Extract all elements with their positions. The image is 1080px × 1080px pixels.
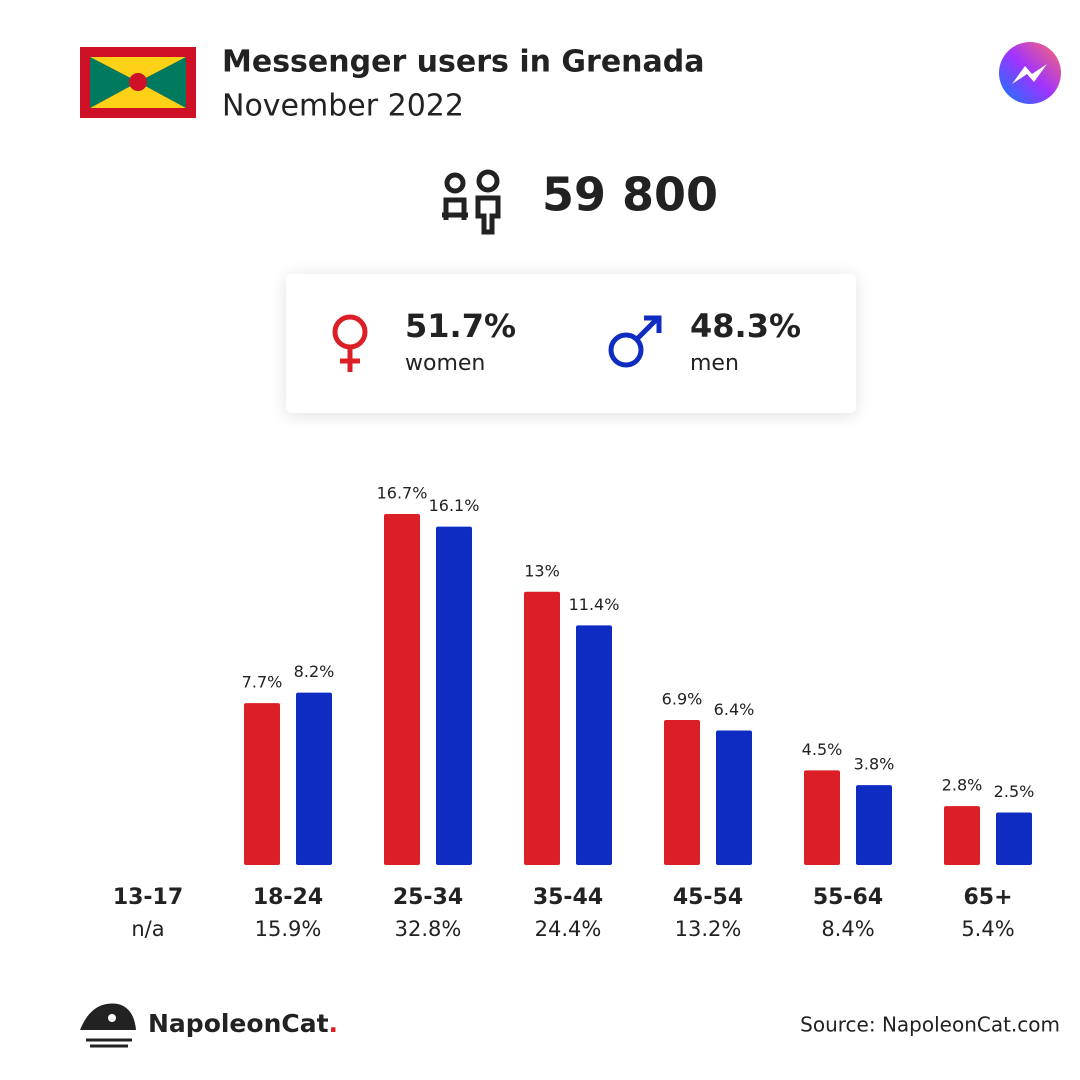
bar <box>296 692 332 865</box>
value-label: 16.1% <box>429 496 480 515</box>
value-label: 4.5% <box>802 740 843 759</box>
women-label: women <box>405 351 485 376</box>
bar-chart: 13-17 n/a 18-24 15.9% 7.7% 8.2% 25-34 32.8% 16.7… <box>113 484 1035 942</box>
bar <box>664 719 700 865</box>
bar <box>944 806 980 865</box>
category-label: 35-44 <box>533 885 603 910</box>
value-label: 6.4% <box>714 700 755 719</box>
value-label: 7.7% <box>242 673 283 692</box>
brand-logo <box>80 1003 136 1048</box>
value-label: 2.8% <box>942 776 983 795</box>
value-label: 16.7% <box>377 484 428 503</box>
women-share: 51.7% <box>405 307 516 345</box>
category-total: 32.8% <box>395 917 462 941</box>
bar <box>524 591 560 865</box>
users-icon <box>442 169 501 235</box>
source: Source: NapoleonCat.com <box>800 1013 1060 1037</box>
category-total: n/a <box>131 917 164 941</box>
category-total: 5.4% <box>961 917 1014 941</box>
value-label: 3.8% <box>854 755 895 774</box>
value-label: 8.2% <box>294 662 335 681</box>
value-label: 6.9% <box>662 689 703 708</box>
category-total: 8.4% <box>821 917 874 941</box>
men-share: 48.3% <box>690 307 801 345</box>
category-label: 13-17 <box>113 885 183 910</box>
flag <box>80 47 196 118</box>
brand-name: NapoleonCat <box>148 1009 329 1038</box>
bar <box>384 514 420 865</box>
messenger-logo <box>999 42 1061 104</box>
men-label: men <box>690 351 739 376</box>
bar <box>996 812 1032 865</box>
value-label: 13% <box>524 561 560 580</box>
bar <box>804 770 840 865</box>
category-total: 15.9% <box>255 917 322 941</box>
brand: NapoleonCat. <box>148 1009 338 1038</box>
category-total: 24.4% <box>535 917 602 941</box>
category-label: 18-24 <box>253 885 323 910</box>
bar <box>244 703 280 865</box>
total-users: 59 800 <box>542 168 718 222</box>
title: Messenger users in Grenada <box>222 45 705 80</box>
category-total: 13.2% <box>675 917 742 941</box>
bar <box>716 730 752 865</box>
female-icon <box>332 314 368 372</box>
value-label: 11.4% <box>569 595 620 614</box>
category-label: 55-64 <box>813 885 883 910</box>
category-label: 25-34 <box>393 885 463 910</box>
gender-box <box>286 274 856 413</box>
bar <box>576 625 612 865</box>
category-label: 65+ <box>963 885 1012 910</box>
bar <box>856 785 892 865</box>
male-icon <box>608 315 662 368</box>
bar <box>436 526 472 865</box>
subtitle: November 2022 <box>222 89 464 124</box>
brand-dot: . <box>329 1009 339 1038</box>
value-label: 2.5% <box>994 782 1035 801</box>
category-label: 45-54 <box>673 885 743 910</box>
